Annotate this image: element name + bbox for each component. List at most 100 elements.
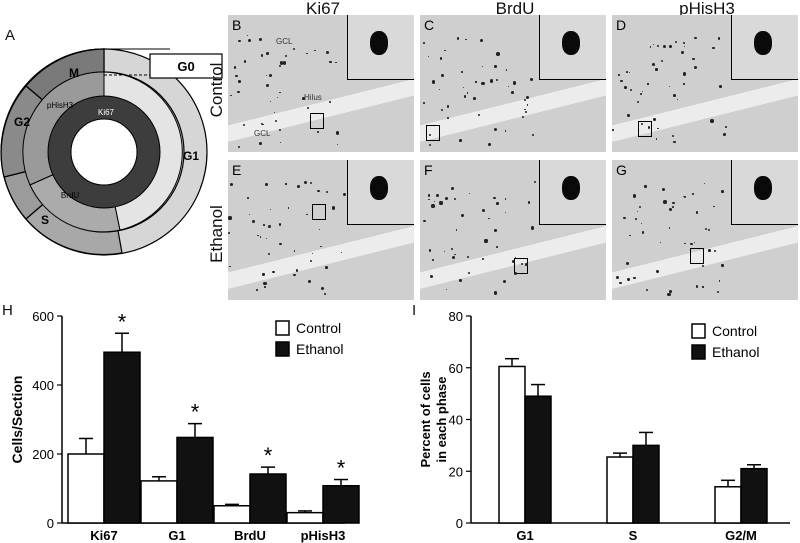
cell-dot <box>627 278 631 282</box>
cell-dot <box>718 280 721 282</box>
cell-dot <box>441 108 444 111</box>
significance-marker: * <box>264 443 273 468</box>
roi-box <box>514 258 528 274</box>
cell-dot <box>263 281 267 285</box>
cell-dot <box>276 96 279 99</box>
cell-dot <box>660 242 662 244</box>
cell-dot <box>481 208 485 212</box>
cell-dot <box>495 78 499 82</box>
cell-dot <box>674 40 678 44</box>
cell-dot <box>493 291 498 295</box>
row-header-ethanol: Ethanol <box>207 205 226 263</box>
y-axis-label: Percent of cells <box>418 371 433 467</box>
cell-dot <box>336 143 339 145</box>
cell-dot <box>651 62 656 66</box>
cell-dot <box>302 97 306 100</box>
label-g0: G0 <box>177 59 194 74</box>
cell-dot <box>265 84 270 88</box>
cell-dot <box>423 41 425 44</box>
inset-cell <box>562 31 580 55</box>
cell-dot <box>652 44 655 46</box>
cell-dot <box>692 193 694 196</box>
x-tick-label: G1 <box>516 528 533 543</box>
cell-dot <box>657 127 659 129</box>
cell-dot <box>467 272 471 275</box>
cell-dot <box>526 96 530 99</box>
cell-dot <box>496 246 499 249</box>
cell-dot <box>456 37 459 40</box>
cell-dot <box>262 273 265 276</box>
x-tick-label: pHisH3 <box>301 528 346 543</box>
bar-control-brdu <box>213 505 251 524</box>
cell-dot <box>505 69 508 71</box>
cell-dot <box>265 75 267 77</box>
cell-dot <box>242 123 245 126</box>
cell-dot <box>525 110 528 114</box>
panel-letter-b: B <box>232 17 242 33</box>
cell-dot <box>342 193 346 197</box>
cell-dot <box>627 114 630 117</box>
cell-dot <box>507 85 509 87</box>
cell-dot <box>238 40 241 43</box>
cell-dot <box>682 195 684 197</box>
cell-dot <box>690 242 693 245</box>
cell-dot <box>331 206 336 210</box>
cell-dot <box>316 189 320 193</box>
cell-dot <box>293 250 296 252</box>
cell-dot <box>723 132 727 136</box>
cell-dot <box>278 64 282 67</box>
micrograph-c: C <box>420 15 606 152</box>
cell-dot <box>328 60 332 64</box>
cell-dot <box>268 74 272 78</box>
cell-dot <box>482 257 485 260</box>
cell-dot <box>527 201 531 204</box>
cell-dot <box>306 214 308 216</box>
cell-dot <box>269 100 271 102</box>
cell-dot <box>279 142 281 144</box>
cell-dot <box>484 239 488 243</box>
annotation-gcl-top: GCL <box>276 37 293 46</box>
cell-dot <box>654 68 658 72</box>
cell-dot <box>514 256 517 259</box>
cell-dot <box>460 70 463 73</box>
label-ki67: Ki67 <box>98 108 115 117</box>
cell-dot <box>247 39 251 43</box>
inset-d <box>731 15 798 80</box>
cell-dot <box>683 42 686 44</box>
cell-dot <box>446 105 449 108</box>
cell-dot <box>463 95 466 98</box>
cell-dot <box>683 46 685 48</box>
cell-dot <box>260 54 264 57</box>
cell-dot <box>669 289 672 293</box>
cell-dot <box>482 66 484 68</box>
cell-dot <box>335 131 339 135</box>
cell-dot <box>533 180 537 184</box>
cell-dot <box>462 87 464 89</box>
bar-control-g2m <box>714 486 742 524</box>
cell-dot <box>615 275 620 280</box>
cell-dot <box>456 229 458 231</box>
roi-box <box>690 248 704 264</box>
cell-dot <box>264 286 266 288</box>
granule-cell-layer <box>228 217 414 293</box>
cell-dot <box>617 74 620 76</box>
cell-dot <box>428 198 430 200</box>
annotation-gcl-bottom: GCL <box>254 129 271 138</box>
row-header-control: Control <box>207 62 226 118</box>
cell-dot <box>319 229 321 231</box>
label-m: M <box>69 66 79 80</box>
micrograph-d: D <box>612 15 798 152</box>
inset-cell <box>754 176 772 200</box>
cell-dot <box>431 204 435 208</box>
cell-dot <box>481 82 485 86</box>
panel-letter-i: I <box>412 302 417 319</box>
cell-dot <box>459 139 463 143</box>
panel-letter-d: D <box>616 17 627 33</box>
cell-dot <box>529 77 534 82</box>
cell-dot <box>623 216 626 220</box>
cell-dot <box>262 224 265 226</box>
cell-dot <box>429 274 434 279</box>
cell-dot <box>683 83 685 85</box>
panel-letter-f: F <box>424 162 433 178</box>
cell-dot <box>655 138 658 140</box>
